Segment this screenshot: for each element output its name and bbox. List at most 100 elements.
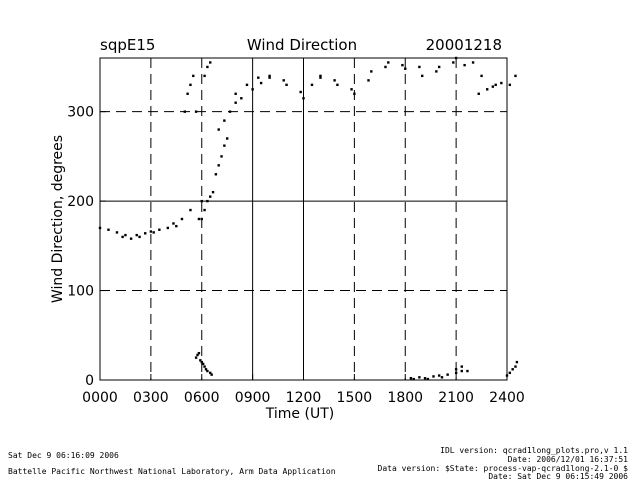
x-tick-label: 0000 xyxy=(82,390,118,406)
data-point xyxy=(251,88,254,91)
data-point xyxy=(172,222,175,225)
data-point xyxy=(432,375,435,378)
data-point xyxy=(234,92,237,95)
x-axis-ticks: 0000 0300 0600 0900 1200 1500 1800 2100 2400 xyxy=(82,374,525,406)
data-point xyxy=(129,237,133,240)
data-point xyxy=(333,79,336,82)
site-label: sqpE15 xyxy=(100,36,155,54)
data-point xyxy=(268,74,271,78)
data-point xyxy=(285,83,288,87)
date-label: 20001218 xyxy=(426,36,502,54)
y-axis-label: Wind Direction, degrees xyxy=(50,135,66,303)
y-axis-ticks: 0 100 200 300 xyxy=(67,105,106,389)
data-point xyxy=(200,360,203,364)
data-point xyxy=(194,110,198,113)
data-point xyxy=(353,92,356,95)
x-tick-label: 1500 xyxy=(337,390,373,406)
data-point xyxy=(152,231,155,234)
data-point xyxy=(124,233,127,237)
data-point xyxy=(144,232,147,235)
data-point xyxy=(401,63,404,67)
data-point xyxy=(350,88,353,91)
x-tick-label: 0300 xyxy=(133,390,169,406)
data-point xyxy=(206,199,209,203)
data-point xyxy=(384,65,387,69)
y-tick-label: 300 xyxy=(67,105,94,121)
data-point xyxy=(206,369,209,373)
y-tick-label: 100 xyxy=(67,284,94,300)
data-point xyxy=(452,61,455,64)
data-point xyxy=(189,208,192,212)
data-point xyxy=(183,110,186,113)
data-point xyxy=(186,92,189,95)
data-point xyxy=(491,85,495,88)
data-point xyxy=(310,83,314,87)
data-point xyxy=(200,217,203,221)
y-tick-label: 200 xyxy=(67,194,94,210)
data-point xyxy=(121,235,124,239)
data-point xyxy=(209,195,212,198)
data-point xyxy=(302,97,305,100)
data-point xyxy=(460,365,463,368)
x-tick-label: 2400 xyxy=(489,390,525,406)
data-point xyxy=(282,79,285,82)
x-axis-label: Time (UT) xyxy=(265,406,334,422)
data-point xyxy=(197,217,201,221)
data-point xyxy=(446,373,449,376)
data-point xyxy=(435,70,438,73)
data-point xyxy=(203,74,206,78)
data-point xyxy=(454,368,458,371)
data-point xyxy=(211,190,215,194)
data-point xyxy=(437,65,441,69)
data-point xyxy=(210,373,213,376)
data-point xyxy=(199,359,202,362)
data-point xyxy=(135,233,138,237)
footer-idl-version: IDL version: qcrad1long_plots.pro,v 1.1 xyxy=(440,446,628,455)
data-point xyxy=(196,353,199,357)
x-tick-label: 2100 xyxy=(438,390,474,406)
data-point xyxy=(319,76,322,79)
data-point xyxy=(197,351,201,355)
data-point xyxy=(440,376,444,379)
data-point xyxy=(209,371,212,375)
data-point xyxy=(225,137,229,140)
data-point xyxy=(404,67,407,70)
data-point xyxy=(511,368,514,371)
data-point xyxy=(412,377,415,381)
data-point xyxy=(166,226,170,230)
data-point xyxy=(409,377,413,380)
data-point xyxy=(370,70,373,73)
data-points xyxy=(98,56,519,381)
data-point xyxy=(203,365,206,368)
data-point xyxy=(220,155,223,158)
x-tick-label: 0900 xyxy=(235,390,271,406)
data-point xyxy=(223,119,226,122)
chart-title: Wind Direction xyxy=(247,36,357,54)
data-point xyxy=(437,374,441,377)
data-point xyxy=(192,74,195,78)
footer-data-date: Date: Sat Dec 9 06:15:49 2006 xyxy=(488,472,628,480)
data-point xyxy=(223,144,226,147)
data-point xyxy=(257,76,260,79)
x-tick-label: 1800 xyxy=(387,390,423,406)
data-point xyxy=(299,90,302,94)
data-point xyxy=(508,83,512,87)
data-point xyxy=(189,83,192,87)
data-point xyxy=(149,230,153,233)
data-point xyxy=(460,369,463,373)
data-point xyxy=(319,74,322,78)
data-point xyxy=(454,371,458,375)
data-point xyxy=(471,61,475,64)
data-point xyxy=(175,224,178,228)
data-point xyxy=(206,65,209,69)
data-point xyxy=(203,208,206,212)
data-point xyxy=(418,376,421,379)
footer-timestamp: Sat Dec 9 06:16:09 2006 xyxy=(8,451,119,460)
data-point xyxy=(107,228,110,231)
data-point xyxy=(508,371,512,375)
y-tick-label: 0 xyxy=(85,373,94,389)
data-point xyxy=(514,365,517,368)
